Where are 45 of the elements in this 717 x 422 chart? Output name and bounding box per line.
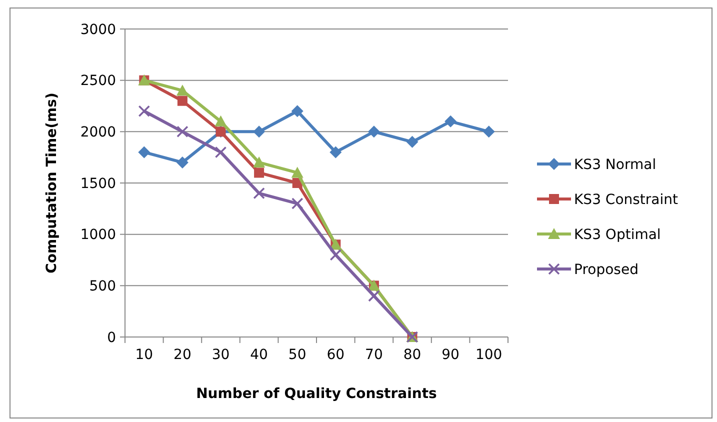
- x-tick-label: 100: [475, 347, 502, 363]
- y-axis-title: Computation Time(ms): [44, 92, 60, 274]
- x-tick-label: 90: [442, 347, 460, 363]
- legend-label: KS3 Constraint: [574, 192, 679, 208]
- x-tick-label: 60: [326, 347, 345, 363]
- x-axis-title: Number of Quality Constraints: [196, 386, 437, 402]
- point: [254, 168, 264, 178]
- y-tick-label: 3000: [80, 22, 116, 38]
- y-tick-label: 1500: [80, 176, 116, 192]
- x-tick-label: 40: [250, 347, 268, 363]
- point: [138, 105, 150, 118]
- point: [368, 126, 380, 138]
- point: [291, 198, 304, 210]
- x-tick-label: 10: [135, 347, 154, 363]
- point: [177, 96, 188, 106]
- legend-label: KS3 Optimal: [574, 226, 661, 243]
- y-tick-label: 2000: [80, 124, 116, 141]
- point: [291, 166, 304, 178]
- point: [291, 105, 304, 118]
- point: [368, 290, 380, 302]
- point: [253, 156, 266, 168]
- y-tick-label: 0: [107, 330, 116, 346]
- point: [330, 146, 342, 158]
- point: [253, 126, 266, 138]
- x-tick-label: 80: [403, 347, 422, 363]
- point: [214, 146, 227, 158]
- y-tick-label: 500: [89, 278, 116, 295]
- y-tick-label: 1000: [80, 227, 116, 244]
- point: [253, 187, 265, 200]
- point: [482, 126, 495, 138]
- point: [138, 146, 150, 158]
- legend-label: Proposed: [574, 262, 638, 278]
- y-tick-label: 2500: [80, 73, 116, 90]
- point: [176, 126, 188, 138]
- x-tick-label: 20: [174, 347, 192, 363]
- x-tick-label: 70: [365, 347, 383, 363]
- point: [406, 136, 418, 148]
- point: [176, 156, 188, 168]
- x-tick-label: 30: [212, 347, 230, 363]
- x-tick-label: 50: [288, 347, 306, 363]
- point: [330, 248, 342, 261]
- point: [176, 84, 188, 96]
- point: [214, 115, 227, 126]
- point: [444, 115, 457, 128]
- legend-label: KS3 Normal: [574, 156, 656, 173]
